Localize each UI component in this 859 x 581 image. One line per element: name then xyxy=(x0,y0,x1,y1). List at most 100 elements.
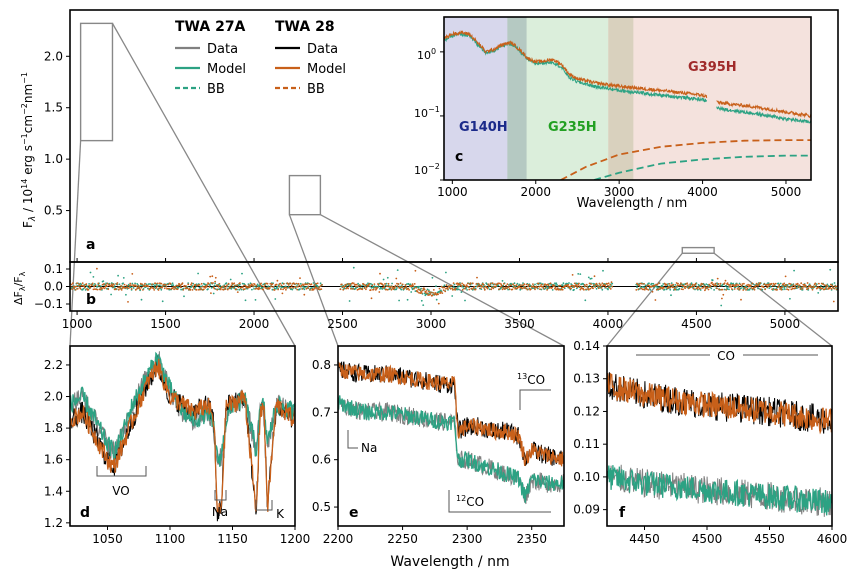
band-label-g395h: G395H xyxy=(688,60,737,75)
panel-b-residual-point xyxy=(235,288,237,290)
band-overlap-2 xyxy=(608,17,633,180)
panel-b-residual-point xyxy=(578,283,580,285)
panel-b-residual-point xyxy=(503,283,505,285)
panel-b-residual-point xyxy=(795,287,797,289)
panel-b-residual-point xyxy=(440,291,442,293)
panel-b-residual-point xyxy=(155,283,157,285)
panel-b-residual-point xyxy=(810,285,812,287)
panel-b-residual-point xyxy=(355,286,357,288)
panel-b-residual-point xyxy=(455,287,457,289)
panel-b-ytick-label: 0.1 xyxy=(44,262,63,276)
panel-b-residual-point xyxy=(771,283,773,285)
panel-b-residual-point xyxy=(550,282,552,284)
panel-b-residual-point xyxy=(437,293,439,295)
panel-b-residual-point xyxy=(88,285,90,287)
panel-b-residual-point xyxy=(230,287,232,289)
panel-b-residual-point xyxy=(822,288,824,290)
panel-b-residual-point xyxy=(720,283,722,285)
panel-b-residual-point xyxy=(611,281,613,283)
panel-b-residual-point xyxy=(643,283,645,285)
panel-b-residual-point xyxy=(261,285,263,287)
panel-b-residual-point xyxy=(133,287,135,289)
panel-b-residual-point xyxy=(391,286,393,288)
panel-b-residual-point xyxy=(610,288,612,290)
panel-b-residual-point xyxy=(216,289,218,291)
panel-b-residual-point xyxy=(141,283,143,285)
panel-b-xtick-label: 2000 xyxy=(239,317,270,331)
panel-b-residual-point xyxy=(586,284,588,286)
panel-b-residual-point xyxy=(244,288,246,290)
panel-b-residual-point xyxy=(599,283,601,285)
panel-b-residual-point xyxy=(598,287,600,289)
panel-b-residual-point xyxy=(639,285,641,287)
panel-b-residual-point xyxy=(740,299,742,301)
panel-b-residual-point xyxy=(673,286,675,288)
band-label-g140h: G140H xyxy=(459,120,508,135)
panel-b-residual-point xyxy=(422,304,424,306)
panel-b-residual-point xyxy=(515,287,517,289)
panel-b-residual-point xyxy=(686,286,688,288)
panel-b-residual-point xyxy=(588,277,590,279)
panel-b-residual-point xyxy=(708,284,710,286)
panel-b-residual-point xyxy=(301,285,303,287)
panel-b-residual-point xyxy=(512,289,514,291)
panel-b-residual-point xyxy=(408,289,410,291)
panel-b-residual-point xyxy=(223,289,225,291)
panel-b-residual-point xyxy=(311,283,313,285)
panel-b-residual-point xyxy=(296,283,298,285)
panel-b-residual-point xyxy=(88,289,90,291)
panel-b-residual-point xyxy=(285,289,287,291)
panel-b-residual-point xyxy=(754,286,756,288)
panel-b-residual-point xyxy=(534,284,536,286)
panel-b-residual-point xyxy=(471,288,473,290)
panel-b-residual-point xyxy=(526,289,528,291)
panel-b-residual-point xyxy=(120,285,122,287)
panel-b-residual-point xyxy=(159,284,161,286)
panel-b-residual-point xyxy=(807,282,809,284)
panel-b-residual-point xyxy=(473,286,475,288)
panel-b-residual-point xyxy=(430,292,432,294)
panel-b-residual-point xyxy=(638,288,640,290)
panel-b-residual-point xyxy=(241,273,243,275)
panel-b-residual-point xyxy=(509,288,511,290)
panel-b-residual-point xyxy=(757,288,759,290)
panel-b-residual-point xyxy=(797,283,799,285)
panel-b-residual-point xyxy=(203,289,205,291)
panel-b-residual-point xyxy=(296,289,298,291)
panel-b-residual-point xyxy=(168,284,170,286)
panel-b-residual-point xyxy=(470,282,472,284)
panel-b-residual-point xyxy=(436,299,438,301)
panel-b-residual-point xyxy=(725,280,727,282)
panel-b-residual-point xyxy=(381,283,383,285)
panel-b-residual-point xyxy=(636,286,638,288)
panel-b-residual-point xyxy=(734,288,736,290)
panel-b-residual-point xyxy=(502,289,504,291)
panel-b-residual-point xyxy=(439,288,441,290)
panel-b-residual-point xyxy=(424,289,426,291)
panel-a-ylabel: Fλ / 1014 erg s−1cm−2nm−1 xyxy=(20,72,38,228)
panel-b-residual-point xyxy=(670,294,672,296)
panel-b-residual-point xyxy=(76,285,78,287)
panel-b-residual-point xyxy=(740,287,742,289)
panel-b-residual-point xyxy=(713,289,715,291)
panel-b-residual-point xyxy=(83,288,85,290)
panel-b-residual-point xyxy=(725,285,727,287)
panel-a-ytick-label: 2.0 xyxy=(44,49,63,63)
panel-b-residual-point xyxy=(454,289,456,291)
panel-b-residual-point xyxy=(214,281,216,283)
panel-b-residual-point xyxy=(784,288,786,290)
panel-b-residual-point xyxy=(645,286,647,288)
panel-b-residual-point xyxy=(82,282,84,284)
panel-b-residual-point xyxy=(426,290,428,292)
panel-b-residual-point xyxy=(790,283,792,285)
panel-b-residual-point xyxy=(584,299,586,301)
panel-b-residual-point xyxy=(577,273,579,275)
panel-b-residual-point xyxy=(370,289,372,291)
panel-b-residual-point xyxy=(542,286,544,288)
panel-b-residual-point xyxy=(652,283,654,285)
panel-b-residual-point xyxy=(415,287,417,289)
panel-b-residual-point xyxy=(573,286,575,288)
panel-b-residual-point xyxy=(441,292,443,294)
panel-b-residual-point xyxy=(290,287,292,289)
panel-b-residual-point xyxy=(724,282,726,284)
